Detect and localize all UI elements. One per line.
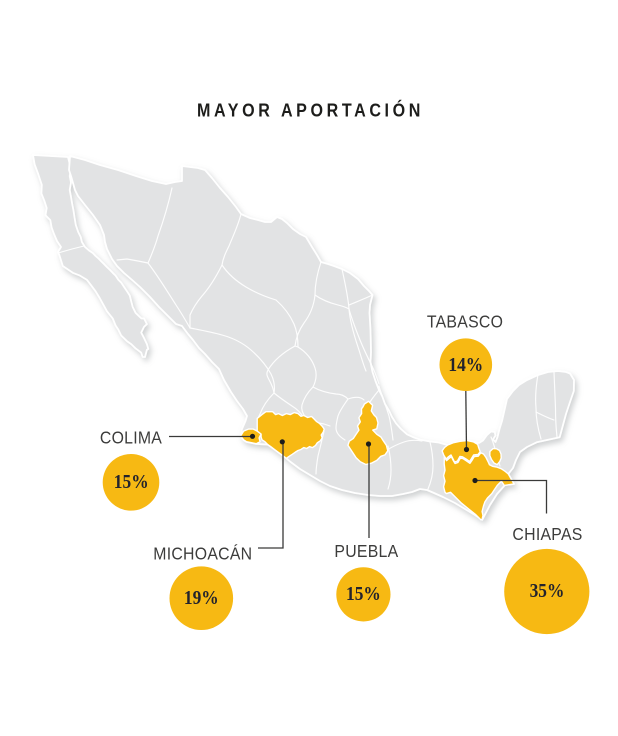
svg-text:35%: 35% [530, 580, 565, 603]
svg-text:PUEBLA: PUEBLA [334, 541, 398, 561]
svg-text:15%: 15% [114, 471, 149, 494]
svg-text:15%: 15% [346, 583, 381, 606]
svg-text:14%: 14% [448, 354, 483, 377]
svg-text:COLIMA: COLIMA [100, 428, 163, 448]
svg-text:MAYOR APORTACIÓN: MAYOR APORTACIÓN [197, 98, 424, 121]
svg-text:TABASCO: TABASCO [427, 312, 503, 332]
svg-text:CHIAPAS: CHIAPAS [512, 524, 582, 544]
svg-text:19%: 19% [184, 587, 219, 610]
svg-text:MICHOACÁN: MICHOACÁN [153, 544, 252, 564]
